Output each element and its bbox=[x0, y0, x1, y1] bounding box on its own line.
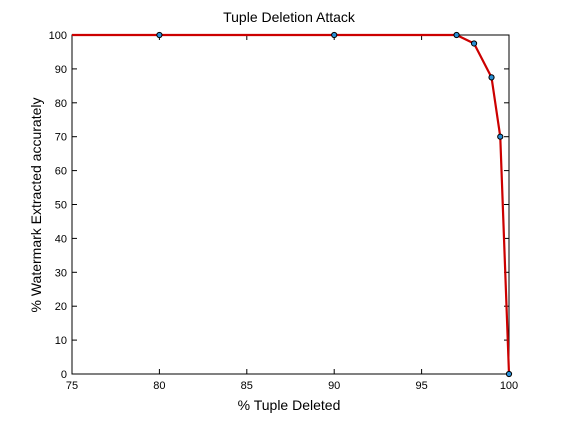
x-axis-label: % Tuple Deleted bbox=[238, 397, 341, 413]
x-tick-label: 100 bbox=[500, 380, 518, 392]
y-tick-label: 50 bbox=[55, 200, 67, 212]
data-point-marker bbox=[497, 133, 504, 140]
x-tick-label: 95 bbox=[415, 380, 427, 392]
data-point-marker bbox=[505, 370, 513, 378]
chart-title: Tuple Deletion Attack bbox=[223, 9, 356, 25]
y-tick-label: 60 bbox=[55, 166, 67, 178]
y-tick-label: 80 bbox=[55, 98, 67, 110]
data-point-marker bbox=[488, 74, 495, 81]
x-tick-label: 80 bbox=[153, 380, 165, 392]
y-tick-label: 90 bbox=[55, 64, 67, 76]
y-tick-label: 40 bbox=[55, 233, 67, 245]
data-point-marker bbox=[470, 40, 478, 47]
y-tick-label: 10 bbox=[55, 335, 67, 347]
series-line bbox=[72, 33, 511, 375]
series-layer bbox=[72, 31, 513, 378]
data-point-marker bbox=[331, 31, 338, 39]
x-tick-label: 90 bbox=[328, 380, 340, 392]
ticks-layer: 75 80 85 90 95 100 0 10 20 30 40 50 60 70 80 90 100 bbox=[49, 30, 519, 392]
data-point-marker bbox=[453, 31, 460, 39]
data-point-marker bbox=[156, 31, 163, 39]
y-tick-label: 70 bbox=[55, 132, 67, 144]
y-tick-label: 100 bbox=[49, 30, 67, 42]
y-tick-label: 20 bbox=[55, 301, 67, 313]
x-tick-label: 85 bbox=[241, 380, 253, 392]
x-tick-label: 75 bbox=[66, 380, 78, 392]
y-axis-label: % Watermark Extracted accurately bbox=[28, 98, 44, 313]
y-tick-label: 30 bbox=[55, 267, 67, 279]
y-tick-label: 0 bbox=[61, 369, 67, 381]
plot-area bbox=[71, 34, 510, 375]
